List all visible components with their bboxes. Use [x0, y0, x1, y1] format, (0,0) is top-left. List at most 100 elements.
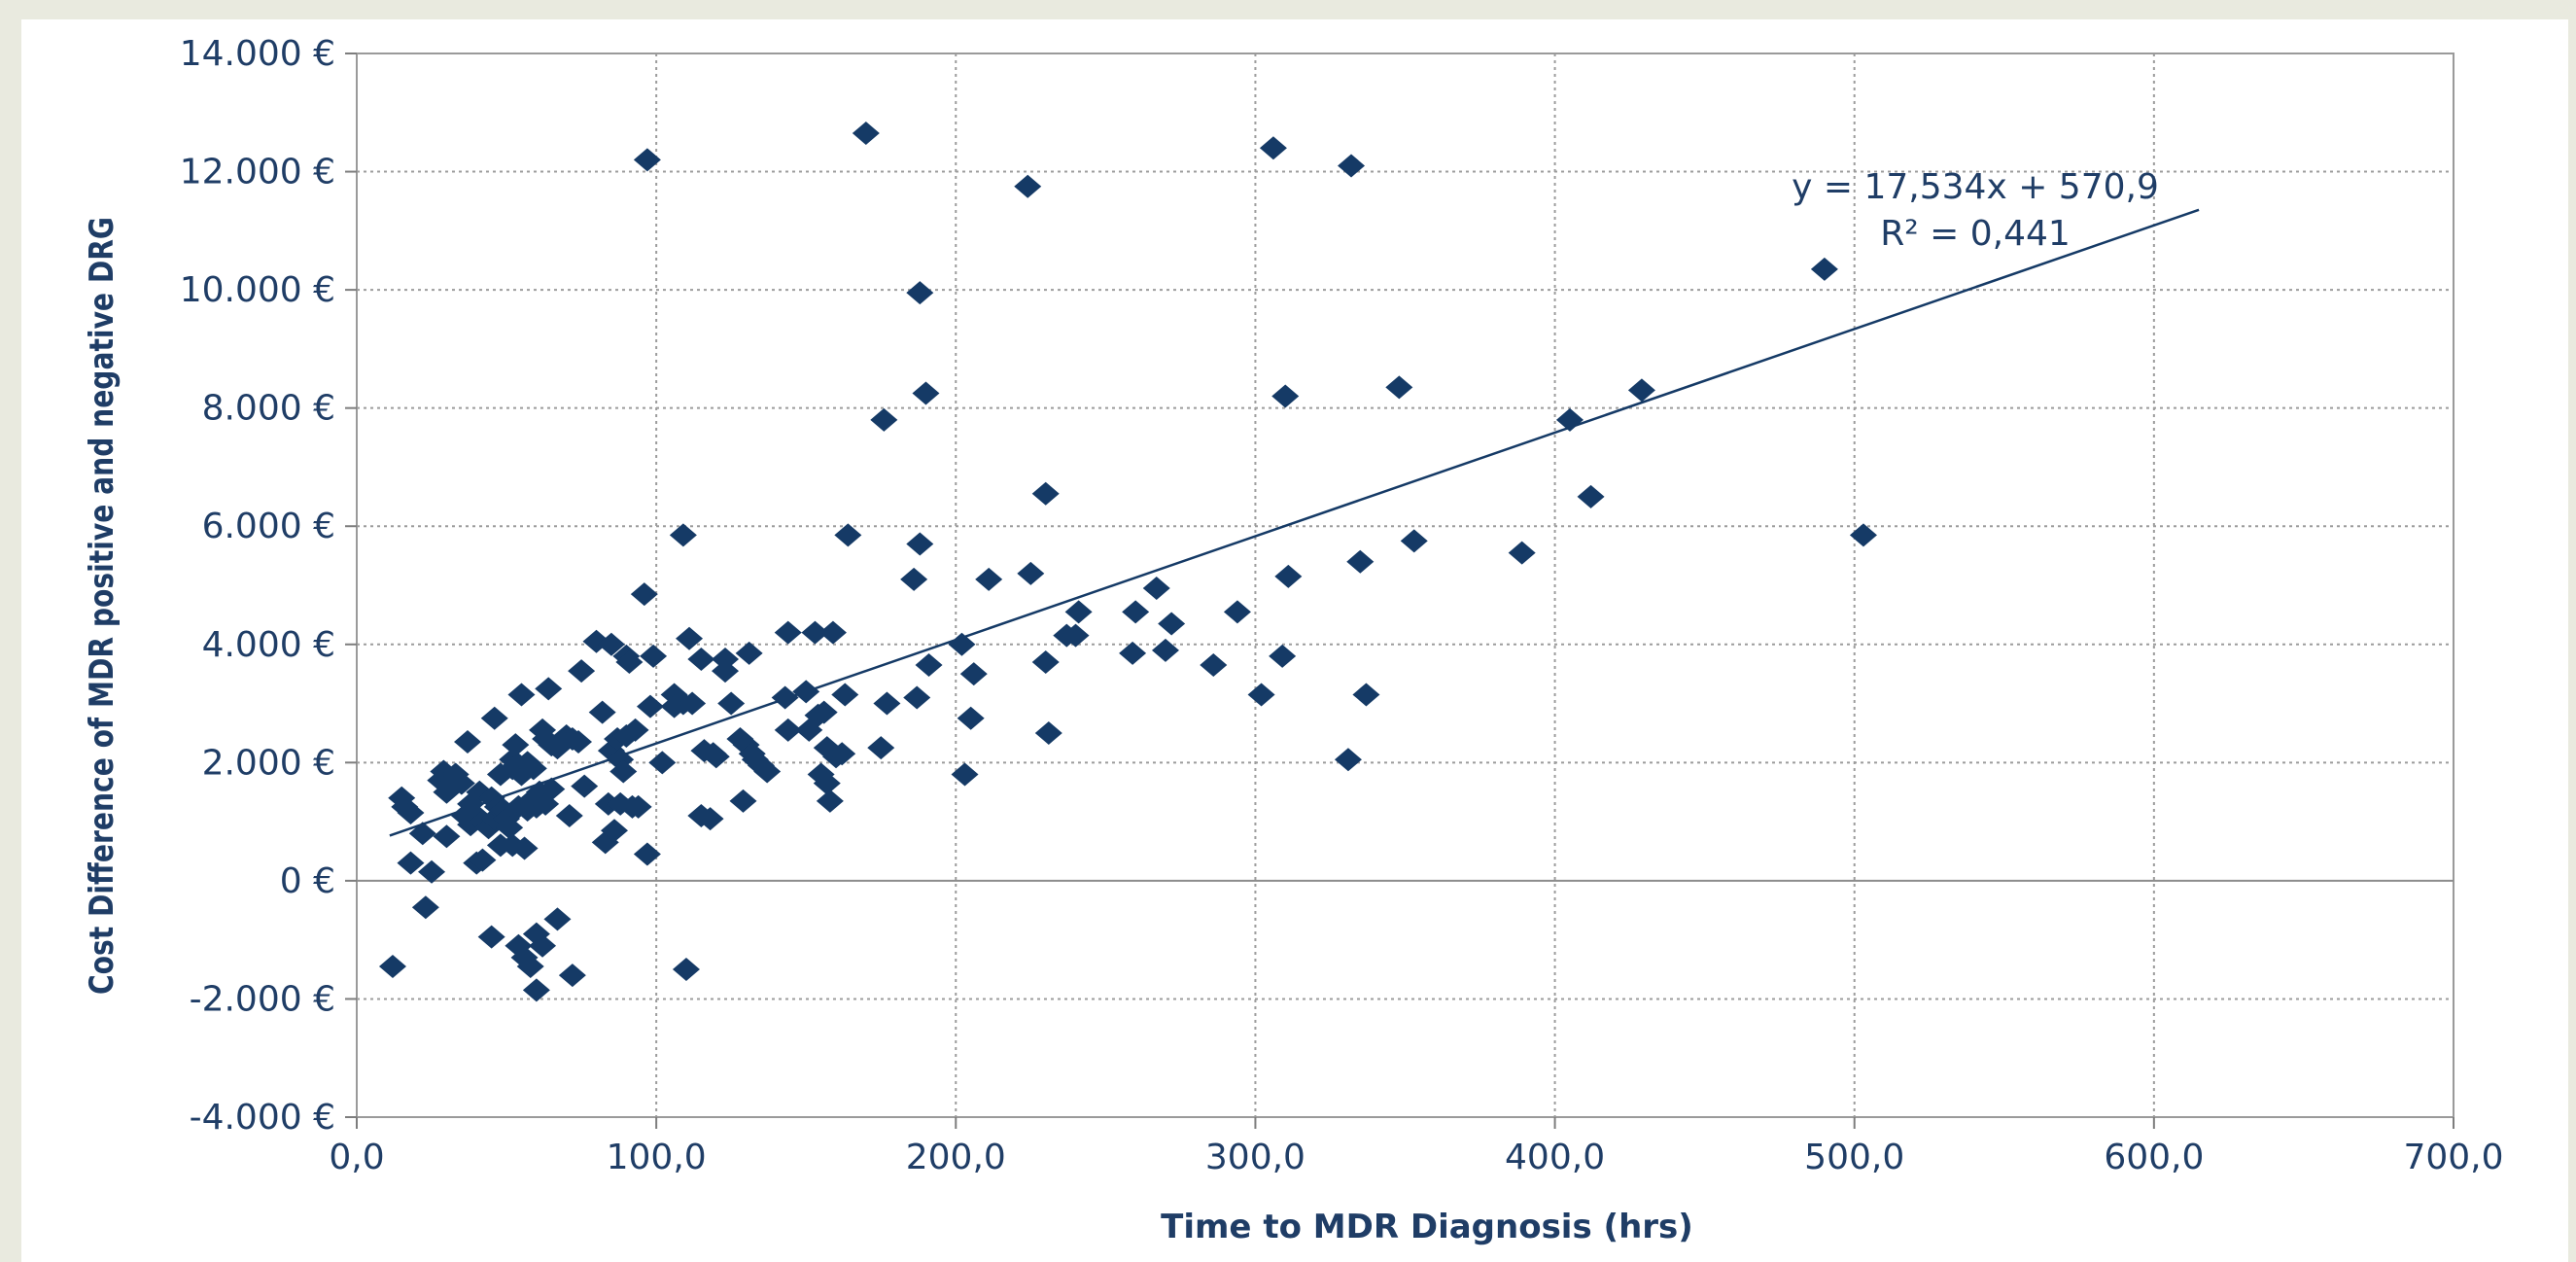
data-point — [810, 700, 838, 724]
data-point — [1064, 600, 1093, 624]
data-point — [870, 407, 898, 432]
data-point — [1346, 549, 1375, 574]
x-tick-label: 100,0 — [607, 1138, 707, 1177]
data-points — [378, 122, 1877, 1002]
data-point — [753, 759, 782, 784]
data-point — [1259, 136, 1287, 160]
data-point — [816, 789, 844, 813]
data-point — [543, 907, 572, 931]
data-point — [735, 641, 763, 665]
data-point — [813, 771, 841, 795]
x-tick-label: 400,0 — [1505, 1138, 1605, 1177]
chart-frame: 14.000 € 12.000 € 10.000 € 8.000 € 6.000 € 4.… — [21, 19, 2568, 1262]
data-point — [1400, 529, 1428, 553]
data-point — [499, 833, 527, 858]
data-point — [397, 851, 425, 875]
data-point — [1577, 484, 1605, 508]
data-point — [510, 836, 539, 860]
data-point — [454, 730, 482, 754]
data-point — [1119, 641, 1147, 665]
data-point — [696, 807, 724, 831]
data-point — [1334, 748, 1362, 772]
data-point — [831, 683, 859, 707]
data-point — [957, 706, 985, 730]
data-point — [702, 745, 730, 769]
data-point — [477, 925, 505, 949]
scatter-chart: 14.000 € 12.000 € 10.000 € 8.000 € 6.000 € 4.… — [83, 34, 2504, 1246]
data-point — [975, 567, 1003, 591]
y-tick-labels: 14.000 € 12.000 € 10.000 € 8.000 € 6.000 € 4.… — [180, 34, 335, 1138]
data-point — [1122, 600, 1150, 624]
data-point — [1810, 257, 1838, 281]
trendline-group — [389, 208, 2200, 837]
grid-lines — [357, 53, 2454, 1117]
data-point — [502, 733, 530, 757]
data-point — [687, 647, 715, 671]
data-point — [834, 523, 862, 547]
data-point — [828, 742, 856, 766]
data-point — [676, 626, 704, 650]
data-point — [648, 751, 677, 775]
y-tick-label: 10.000 € — [180, 270, 335, 310]
data-point — [621, 718, 649, 742]
data-point — [867, 736, 895, 760]
x-tick-label: 600,0 — [2104, 1138, 2204, 1177]
data-point — [568, 659, 596, 684]
data-point — [774, 718, 802, 742]
data-point — [951, 762, 979, 787]
data-point — [672, 958, 700, 982]
y-tick-label: 4.000 € — [202, 625, 335, 665]
x-tick-label: 0,0 — [329, 1138, 384, 1177]
y-axis-title: Cost Difference of MDR positive and nega… — [83, 217, 122, 995]
data-point — [915, 653, 943, 678]
x-tick-label: 200,0 — [906, 1138, 1006, 1177]
data-point — [447, 771, 475, 795]
data-point — [873, 691, 901, 716]
data-point — [903, 685, 931, 710]
data-point — [1142, 577, 1170, 601]
data-point — [609, 759, 638, 784]
data-point — [1849, 523, 1877, 547]
data-point — [1223, 600, 1251, 624]
data-point — [792, 680, 820, 704]
data-point — [1385, 375, 1413, 400]
data-point — [852, 122, 880, 146]
trendline — [389, 208, 2200, 837]
data-point — [633, 842, 661, 866]
data-point — [1555, 407, 1584, 432]
data-point — [624, 794, 652, 819]
data-point — [519, 756, 547, 781]
data-point — [499, 756, 527, 781]
data-point — [1200, 653, 1228, 678]
data-point — [469, 848, 497, 872]
data-point — [774, 620, 802, 645]
data-point — [948, 632, 976, 656]
data-point — [1062, 623, 1090, 648]
data-point — [480, 706, 508, 730]
data-point — [640, 644, 668, 668]
data-point — [712, 647, 740, 671]
data-point — [633, 148, 661, 172]
data-point — [597, 632, 625, 656]
data-point — [418, 859, 446, 884]
data-point — [507, 683, 536, 707]
data-point — [529, 933, 557, 958]
x-tick-label: 500,0 — [1804, 1138, 1904, 1177]
data-point — [1158, 612, 1186, 636]
data-point — [601, 819, 629, 843]
data-point — [516, 955, 544, 979]
data-point — [1274, 564, 1303, 588]
x-axis-title: Time to MDR Diagnosis (hrs) — [1161, 1208, 1693, 1246]
data-point — [474, 816, 503, 840]
data-point — [959, 662, 988, 686]
data-point — [1508, 541, 1536, 565]
data-point — [906, 281, 934, 305]
y-tick-label: 6.000 € — [202, 507, 335, 546]
data-point — [1338, 154, 1366, 178]
data-point — [1627, 378, 1655, 403]
trendline-r-squared: R² = 0,441 — [1880, 214, 2071, 254]
data-point — [1271, 384, 1300, 408]
data-point — [1014, 174, 1042, 198]
data-point — [571, 774, 599, 798]
data-point — [565, 730, 593, 754]
